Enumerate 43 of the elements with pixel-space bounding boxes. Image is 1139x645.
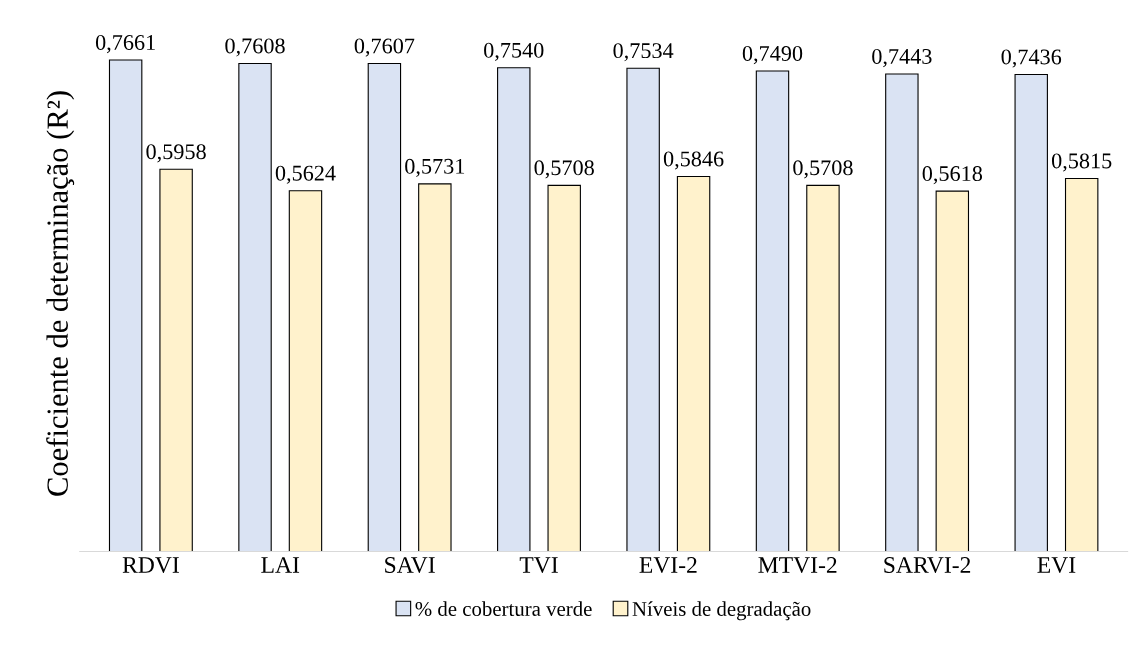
- bar: [288, 190, 323, 552]
- bar: [238, 62, 272, 552]
- data-label: 0,5708: [534, 160, 594, 179]
- bar: [159, 168, 193, 552]
- bar: [676, 175, 711, 552]
- bar: [626, 67, 660, 552]
- bar: [755, 70, 790, 552]
- data-label: 0,5958: [146, 144, 206, 163]
- data-label: 0,7436: [1001, 49, 1062, 68]
- data-label: 0,7490: [742, 45, 803, 65]
- data-label: 0,5815: [1051, 153, 1112, 172]
- x-tick-label: MTVI-2: [758, 557, 837, 574]
- data-label: 0,7443: [872, 48, 932, 68]
- x-tick-label: EVI: [1037, 557, 1076, 574]
- x-tick-label: LAI: [261, 557, 300, 573]
- bar: [367, 62, 402, 552]
- x-tick-label: TVI: [519, 557, 558, 574]
- data-label: 0,7607: [354, 38, 415, 57]
- x-tick-label: SARVI-2: [884, 557, 971, 574]
- data-label: 0,7661: [95, 34, 155, 54]
- bar: [547, 184, 581, 552]
- data-label: 0,7534: [613, 43, 674, 62]
- x-tick-label: RDVI: [122, 557, 179, 574]
- data-label: 0,5618: [922, 166, 983, 185]
- data-label: 0,5846: [663, 151, 724, 170]
- data-label: 0,5731: [405, 158, 465, 177]
- y-axis-title: Coeficiente de determinação (R²): [46, 91, 75, 496]
- bar: [108, 59, 143, 552]
- legend-label: % de cobertura verde: [415, 601, 592, 617]
- bar: [1064, 177, 1099, 552]
- bar: [1014, 73, 1048, 552]
- x-tick-label: SAVI: [385, 557, 435, 574]
- bar: [418, 183, 452, 552]
- bar: [806, 184, 840, 552]
- x-tick-label: EVI-2: [639, 557, 697, 574]
- bar: [885, 73, 919, 552]
- bar: [935, 190, 970, 552]
- data-label: 0,5708: [793, 160, 853, 179]
- legend-label: Níveis de degradação: [632, 601, 811, 621]
- bar: [497, 67, 531, 552]
- data-label: 0,5624: [275, 165, 336, 184]
- data-label: 0,7608: [225, 38, 285, 57]
- data-label: 0,7540: [484, 42, 544, 61]
